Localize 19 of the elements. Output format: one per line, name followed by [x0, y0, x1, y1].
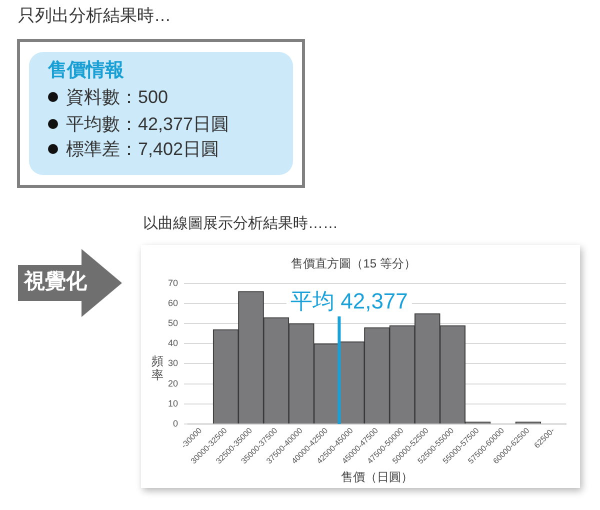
text: 標準差：7,402日圓 [66, 139, 220, 161]
text: 以曲線圖展示分析結果時…… [143, 215, 338, 233]
y-tick-label: 0 [172, 418, 178, 428]
y-tick-label: 20 [168, 378, 178, 388]
text: 資料數：500 [66, 87, 168, 109]
y-tick-label: 70 [168, 278, 178, 288]
y-axis-title: 頻率 [151, 354, 164, 383]
text: 平均數：42,377日圓 [66, 114, 230, 136]
ref-line-label: 平均 42,377 [290, 288, 408, 314]
y-tick-label: 30 [168, 358, 178, 368]
text: 售價情報 [48, 60, 124, 83]
y-tick-label: 40 [168, 338, 178, 348]
y-tick-label: 60 [168, 298, 178, 308]
y-tick-label: 50 [168, 318, 178, 328]
chart-title: 售價直方圖（15 等分） [291, 256, 416, 271]
text: 視覺化 [24, 269, 87, 294]
y-tick-label: 10 [168, 398, 178, 408]
text: 只列出分析結果時… [18, 6, 171, 26]
x-axis-title: 售價（日圓） [341, 470, 413, 484]
